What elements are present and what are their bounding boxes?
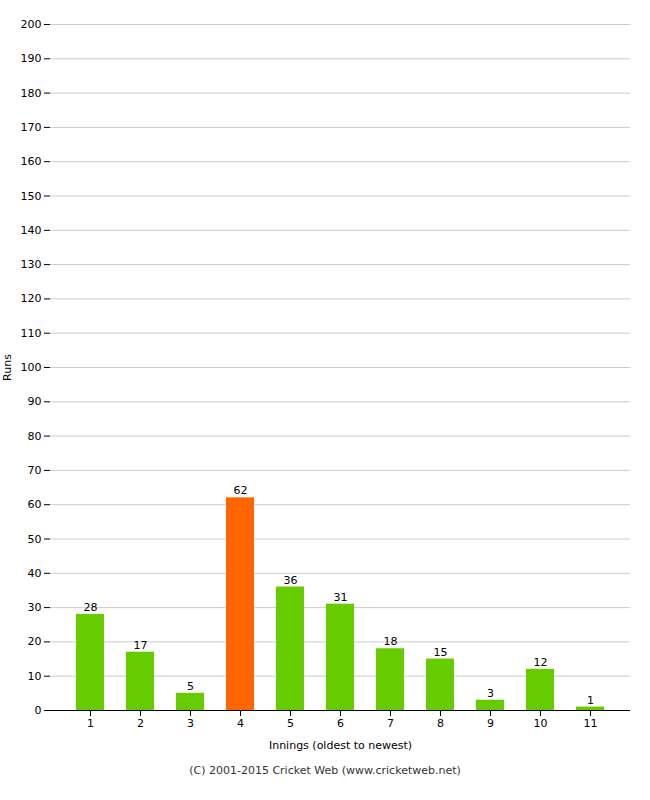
svg-text:7: 7 (387, 717, 394, 730)
svg-text:80: 80 (28, 430, 42, 443)
svg-text:10: 10 (28, 670, 42, 683)
svg-text:140: 140 (21, 224, 42, 237)
svg-text:Runs: Runs (1, 354, 14, 381)
svg-text:8: 8 (437, 717, 444, 730)
svg-text:2: 2 (137, 717, 144, 730)
svg-text:62: 62 (234, 484, 248, 497)
svg-text:40: 40 (28, 567, 42, 580)
svg-text:1: 1 (587, 694, 594, 707)
svg-text:200: 200 (21, 18, 42, 31)
svg-text:50: 50 (28, 533, 42, 546)
svg-text:110: 110 (21, 327, 42, 340)
svg-text:130: 130 (21, 258, 42, 271)
svg-text:12: 12 (534, 656, 548, 669)
svg-text:180: 180 (21, 87, 42, 100)
svg-text:30: 30 (28, 601, 42, 614)
svg-text:60: 60 (28, 498, 42, 511)
svg-text:10: 10 (534, 717, 548, 730)
svg-text:17: 17 (134, 639, 148, 652)
svg-text:150: 150 (21, 190, 42, 203)
svg-text:15: 15 (434, 646, 448, 659)
svg-text:4: 4 (237, 717, 244, 730)
svg-text:9: 9 (487, 717, 494, 730)
svg-text:31: 31 (334, 591, 348, 604)
svg-text:170: 170 (21, 121, 42, 134)
svg-text:160: 160 (21, 155, 42, 168)
svg-text:90: 90 (28, 395, 42, 408)
svg-text:6: 6 (337, 717, 344, 730)
svg-text:Innings (oldest to newest): Innings (oldest to newest) (269, 739, 412, 752)
svg-text:70: 70 (28, 464, 42, 477)
svg-text:18: 18 (384, 635, 398, 648)
svg-text:1: 1 (87, 717, 94, 730)
svg-text:5: 5 (287, 717, 294, 730)
svg-text:0: 0 (35, 704, 42, 717)
svg-text:190: 190 (21, 52, 42, 65)
html-text:(C) 2001-2015 Cricket Web (www: (C) 2001-2015 Cricket Web (www.cricketwe… (189, 764, 461, 777)
svg-text:11: 11 (584, 717, 598, 730)
svg-text:100: 100 (21, 361, 42, 374)
svg-text:120: 120 (21, 292, 42, 305)
svg-text:3: 3 (187, 717, 194, 730)
svg-text:20: 20 (28, 635, 42, 648)
svg-text:36: 36 (284, 574, 298, 587)
svg-text:3: 3 (487, 687, 494, 700)
svg-text:5: 5 (187, 680, 194, 693)
svg-text:28: 28 (84, 601, 98, 614)
